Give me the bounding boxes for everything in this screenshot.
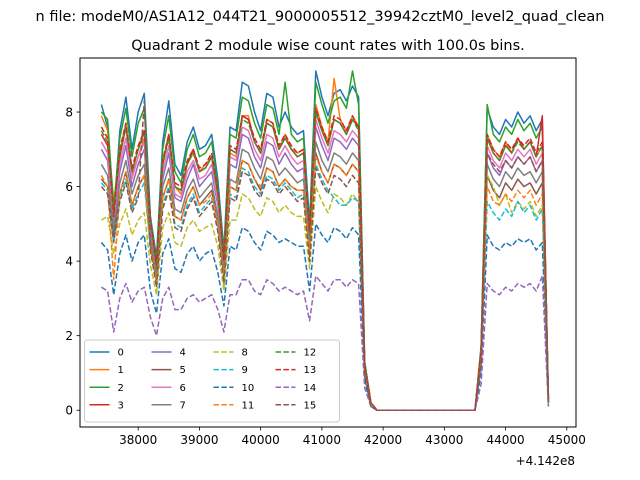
legend-label-9: 9 [242, 365, 248, 376]
legend-label-7: 7 [180, 400, 186, 411]
chart-title: Quadrant 2 module wise count rates with … [131, 38, 525, 54]
axes-frame [79, 57, 577, 428]
legend-label-10: 10 [242, 383, 255, 394]
y-tick-label: 2 [65, 329, 73, 343]
legend-label-5: 5 [180, 365, 186, 376]
x-tick-label: 40000 [242, 433, 280, 447]
series-line-2 [100, 70, 550, 411]
legend-label-8: 8 [242, 348, 248, 359]
x-tick-label: 45000 [548, 433, 586, 447]
x-axis: 38000 39000 40000 41000 42000 43000 44000 45000 [119, 427, 586, 447]
y-tick-label: 0 [65, 404, 73, 418]
legend-label-11: 11 [242, 400, 255, 411]
y-axis: 0 2 4 6 8 [65, 105, 80, 418]
x-offset-label: +4.142e8 [516, 454, 575, 468]
series-line-15 [100, 100, 550, 411]
legend-label-4: 4 [180, 348, 186, 359]
legend-label-2: 2 [118, 383, 124, 394]
x-tick-label: 42000 [364, 433, 402, 447]
legend-label-3: 3 [118, 400, 124, 411]
legend-label-12: 12 [304, 348, 317, 359]
x-tick-label: 38000 [119, 433, 157, 447]
x-tick-label: 43000 [425, 433, 463, 447]
legend-label-0: 0 [118, 348, 124, 359]
legend-label-13: 13 [304, 365, 317, 376]
figure-suptitle: n file: modeM0/AS1A12_044T21_9000005512_… [36, 9, 605, 25]
series-line-10 [100, 223, 550, 411]
plot-lines [100, 70, 550, 411]
series-line-11 [100, 156, 550, 411]
y-tick-label: 4 [65, 254, 73, 268]
x-tick-label: 41000 [303, 433, 341, 447]
legend-box [84, 339, 340, 423]
legend-label-1: 1 [118, 365, 124, 376]
legend-label-14: 14 [304, 383, 317, 394]
x-tick-label: 39000 [180, 433, 218, 447]
legend-label-15: 15 [304, 400, 317, 411]
series-line-14 [101, 275, 550, 411]
legend-label-6: 6 [180, 383, 186, 394]
x-tick-label: 44000 [486, 433, 524, 447]
series-line-13 [100, 107, 550, 411]
y-tick-label: 8 [65, 105, 73, 119]
y-tick-label: 6 [65, 180, 73, 194]
